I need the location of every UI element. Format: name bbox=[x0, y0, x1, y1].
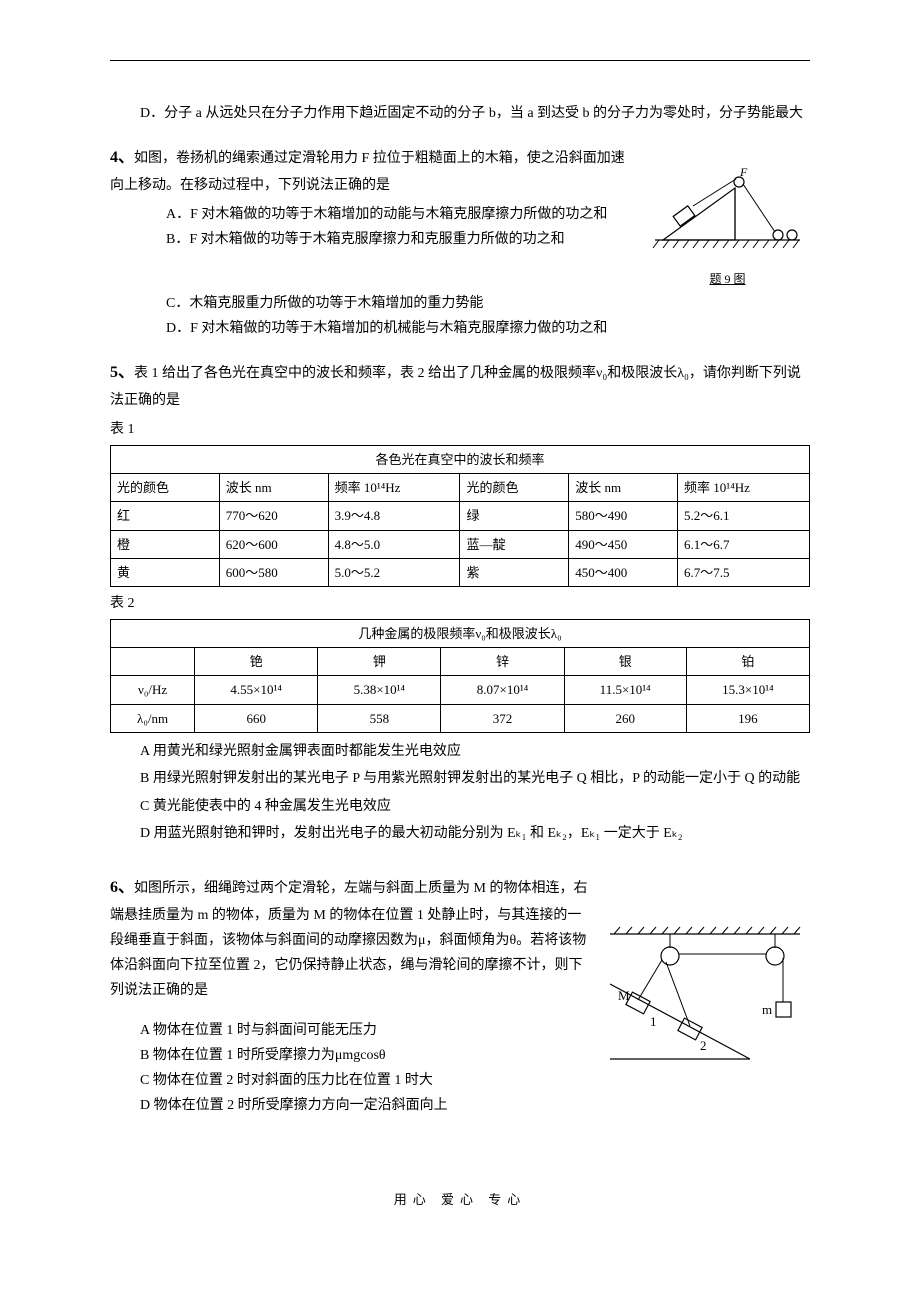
q4-stem-text: 如图，卷扬机的绳索通过定滑轮用力 F 拉位于粗糙面上的木箱，使之沿斜面加速向上移… bbox=[110, 151, 625, 193]
q4-figure: F 题 9 图 bbox=[645, 168, 810, 291]
table2-label: 表 2 bbox=[110, 591, 810, 616]
question-4: 4、如图，卷扬机的绳索通过定滑轮用力 F 拉位于粗糙面上的木箱，使之沿斜面加速向… bbox=[110, 144, 810, 341]
table-cell: 11.5×10¹⁴ bbox=[564, 676, 686, 704]
double-pulley-incline-icon: m M 1 2 bbox=[600, 924, 810, 1069]
table-header: 铂 bbox=[686, 648, 809, 676]
table-cell: 196 bbox=[686, 704, 809, 732]
table-cell: 5.0～5.2 bbox=[328, 559, 460, 587]
table-cell: 490～450 bbox=[569, 530, 678, 558]
q4-option-a: A．F 对木箱做的功等于木箱增加的动能与木箱克服摩擦力所做的功之和 bbox=[110, 202, 637, 227]
table-cell: 660 bbox=[195, 704, 318, 732]
q4-number: 4、 bbox=[110, 149, 134, 166]
table-header: 锌 bbox=[441, 648, 564, 676]
table-cell: ν₀/Hz bbox=[111, 676, 195, 704]
table-header: 波长 nm bbox=[219, 473, 328, 501]
q5-stem: 5、表 1 给出了各色光在真空中的波长和频率，表 2 给出了几种金属的极限频率ν… bbox=[110, 359, 810, 413]
q6-option-d: D 物体在位置 2 时所受摩擦力方向一定沿斜面向上 bbox=[110, 1093, 592, 1118]
table-cell: λ₀/nm bbox=[111, 704, 195, 732]
table-cell: 770～620 bbox=[219, 502, 328, 530]
table-2: 几种金属的极限频率ν₀和极限波长λ₀ 铯 钾 锌 银 铂 ν₀/Hz4.55×1… bbox=[110, 619, 810, 734]
q4-option-c: C．木箱克服重力所做的功等于木箱增加的重力势能 bbox=[110, 291, 810, 316]
table-cell: 620～600 bbox=[219, 530, 328, 558]
table-cell: 红 bbox=[111, 502, 220, 530]
q5-option-b: B 用绿光照射钾发射出的某光电子 P 与用紫光照射钾发射出的某光电子 Q 相比，… bbox=[110, 766, 810, 791]
q6-option-c: C 物体在位置 2 时对斜面的压力比在位置 1 时大 bbox=[110, 1068, 592, 1093]
table-header bbox=[111, 648, 195, 676]
table1-label: 表 1 bbox=[110, 417, 810, 442]
table-cell: 5.2～6.1 bbox=[678, 502, 810, 530]
q5-number: 5、 bbox=[110, 364, 134, 381]
table-cell: 558 bbox=[318, 704, 441, 732]
table-cell: 橙 bbox=[111, 530, 220, 558]
table-cell: 600～580 bbox=[219, 559, 328, 587]
q4-figure-caption: 题 9 图 bbox=[645, 269, 810, 291]
mass-m-label: m bbox=[762, 1002, 772, 1017]
force-label-F: F bbox=[739, 168, 748, 179]
table2-caption: 几种金属的极限频率ν₀和极限波长λ₀ bbox=[111, 619, 810, 647]
q5-option-c: C 黄光能使表中的 4 种金属发生光电效应 bbox=[110, 794, 810, 819]
table-cell: 6.1～6.7 bbox=[678, 530, 810, 558]
q5-stem-text: 表 1 给出了各色光在真空中的波长和频率，表 2 给出了几种金属的极限频率ν₀和… bbox=[110, 366, 801, 408]
table-row: ν₀/Hz4.55×10¹⁴5.38×10¹⁴8.07×10¹⁴11.5×10¹… bbox=[111, 676, 810, 704]
table-header: 钾 bbox=[318, 648, 441, 676]
table-cell: 15.3×10¹⁴ bbox=[686, 676, 809, 704]
table-cell: 580～490 bbox=[569, 502, 678, 530]
table-row: 红770～6203.9～4.8绿580～4905.2～6.1 bbox=[111, 502, 810, 530]
table1-header-row: 光的颜色 波长 nm 频率 10¹⁴Hz 光的颜色 波长 nm 频率 10¹⁴H… bbox=[111, 473, 810, 501]
table2-header-row: 铯 钾 锌 银 铂 bbox=[111, 648, 810, 676]
question-6: 6、如图所示，细绳跨过两个定滑轮，左端与斜面上质量为 M 的物体相连，右端悬挂质… bbox=[110, 874, 810, 1118]
table-cell: 黄 bbox=[111, 559, 220, 587]
table-cell: 6.7～7.5 bbox=[678, 559, 810, 587]
table-cell: 372 bbox=[441, 704, 564, 732]
question-5: 5、表 1 给出了各色光在真空中的波长和频率，表 2 给出了几种金属的极限频率ν… bbox=[110, 359, 810, 846]
table-cell: 绿 bbox=[460, 502, 569, 530]
table-header: 铯 bbox=[195, 648, 318, 676]
table-cell: 蓝—靛 bbox=[460, 530, 569, 558]
incline-pulley-icon: F bbox=[645, 168, 810, 258]
table-cell: 450～400 bbox=[569, 559, 678, 587]
table-cell: 5.38×10¹⁴ bbox=[318, 676, 441, 704]
table-1: 各色光在真空中的波长和频率 光的颜色 波长 nm 频率 10¹⁴Hz 光的颜色 … bbox=[110, 445, 810, 588]
table-header: 光的颜色 bbox=[111, 473, 220, 501]
table-header: 波长 nm bbox=[569, 473, 678, 501]
table-header: 光的颜色 bbox=[460, 473, 569, 501]
table-cell: 8.07×10¹⁴ bbox=[441, 676, 564, 704]
table1-caption: 各色光在真空中的波长和频率 bbox=[111, 445, 810, 473]
q6-option-b: B 物体在位置 1 时所受摩擦力为μmgcosθ bbox=[110, 1043, 592, 1068]
position-2-label: 2 bbox=[700, 1038, 707, 1053]
q5-options: A 用黄光和绿光照射金属钾表面时都能发生光电效应 B 用绿光照射钾发射出的某光电… bbox=[110, 739, 810, 846]
table-row: λ₀/nm660558372260196 bbox=[111, 704, 810, 732]
q3-option-d: D．分子 a 从远处只在分子力作用下趋近固定不动的分子 b，当 a 到达受 b … bbox=[110, 101, 810, 126]
table-cell: 260 bbox=[564, 704, 686, 732]
q6-number: 6、 bbox=[110, 879, 134, 896]
table-header: 银 bbox=[564, 648, 686, 676]
q5-option-d: D 用蓝光照射铯和钾时，发射出光电子的最大初动能分别为 Eₖ₁ 和 Eₖ₂，Eₖ… bbox=[110, 821, 810, 846]
q4-stem: 4、如图，卷扬机的绳索通过定滑轮用力 F 拉位于粗糙面上的木箱，使之沿斜面加速向… bbox=[110, 144, 637, 198]
table-cell: 紫 bbox=[460, 559, 569, 587]
q6-stem: 6、如图所示，细绳跨过两个定滑轮，左端与斜面上质量为 M 的物体相连，右端悬挂质… bbox=[110, 874, 592, 1004]
q4-option-d: D．F 对木箱做的功等于木箱增加的机械能与木箱克服摩擦力做的功之和 bbox=[110, 316, 810, 341]
q6-stem-text: 如图所示，细绳跨过两个定滑轮，左端与斜面上质量为 M 的物体相连，右端悬挂质量为… bbox=[110, 881, 587, 998]
table-cell: 3.9～4.8 bbox=[328, 502, 460, 530]
horizontal-rule bbox=[110, 60, 810, 61]
mass-M-label: M bbox=[618, 988, 630, 1003]
q6-figure: m M 1 2 bbox=[600, 924, 810, 1078]
q5-option-a: A 用黄光和绿光照射金属钾表面时都能发生光电效应 bbox=[110, 739, 810, 764]
table-cell: 4.8～5.0 bbox=[328, 530, 460, 558]
page-footer: 用心 爱心 专心 bbox=[110, 1188, 810, 1211]
table-cell: 4.55×10¹⁴ bbox=[195, 676, 318, 704]
table-row: 黄600～5805.0～5.2紫450～4006.7～7.5 bbox=[111, 559, 810, 587]
position-1-label: 1 bbox=[650, 1014, 657, 1029]
q4-option-b: B．F 对木箱做的功等于木箱克服摩擦力和克服重力所做的功之和 bbox=[110, 227, 637, 252]
q6-option-a: A 物体在位置 1 时与斜面间可能无压力 bbox=[110, 1018, 592, 1043]
table-row: 橙620～6004.8～5.0蓝—靛490～4506.1～6.7 bbox=[111, 530, 810, 558]
table-header: 频率 10¹⁴Hz bbox=[678, 473, 810, 501]
table-header: 频率 10¹⁴Hz bbox=[328, 473, 460, 501]
